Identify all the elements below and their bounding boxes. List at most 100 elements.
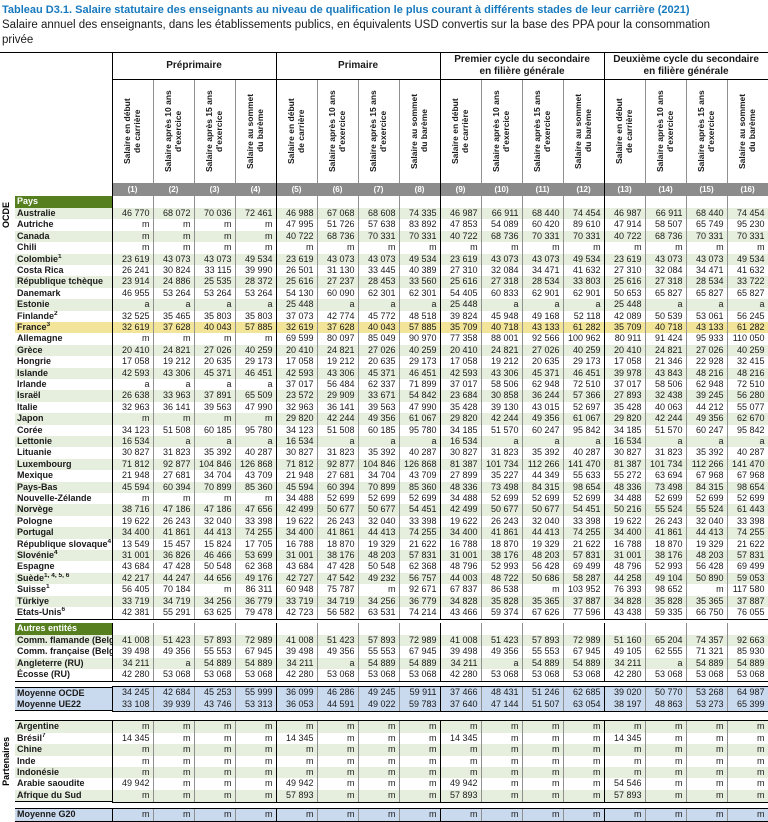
value-cell: 76 393 bbox=[603, 584, 646, 596]
column-header: Salaire au sommet du barème bbox=[573, 93, 594, 169]
value-cell: 49 104 bbox=[644, 572, 687, 585]
value-cell: 28 534 bbox=[521, 276, 564, 288]
column-number: (12) bbox=[562, 182, 605, 196]
value-cell: 21 622 bbox=[726, 538, 768, 551]
value-cell: 40 718 bbox=[644, 321, 687, 334]
value-cell: 126 868 bbox=[398, 458, 441, 471]
value-cell: 52 699 bbox=[726, 493, 768, 505]
value-cell: 54 889 bbox=[193, 657, 235, 670]
value-cell: 29 820 bbox=[275, 413, 318, 425]
value-cell: 92 566 bbox=[521, 333, 564, 345]
value-cell: m bbox=[398, 807, 440, 822]
value-cell: 30 827 bbox=[439, 447, 482, 459]
value-cell: m bbox=[398, 719, 440, 733]
value-cell: m bbox=[275, 767, 317, 779]
value-cell: 36 779 bbox=[398, 595, 441, 608]
value-cell: 32 438 bbox=[644, 390, 687, 402]
row-label: Lituanie bbox=[15, 447, 112, 459]
value-cell: 63 625 bbox=[193, 607, 235, 621]
value-cell: 42 727 bbox=[275, 572, 318, 585]
value-cell: m bbox=[562, 767, 604, 779]
row-label: Mexique bbox=[15, 470, 112, 482]
value-cell: m bbox=[521, 732, 563, 745]
value-cell: m bbox=[562, 732, 604, 745]
value-cell: 52 699 bbox=[316, 493, 359, 505]
value-cell: 49 022 bbox=[357, 699, 399, 712]
value-cell: 54 451 bbox=[398, 504, 441, 516]
value-cell: 95 230 bbox=[726, 219, 768, 231]
value-cell: 56 582 bbox=[316, 607, 359, 621]
value-cell: m bbox=[357, 755, 399, 768]
value-cell: 20 410 bbox=[275, 344, 318, 357]
value-cell: 71 812 bbox=[275, 458, 318, 471]
column-number-row: (1) (2) (3) (4) (5) (6) (7) (8) (9) (10) (11) (12)(… bbox=[0, 182, 768, 196]
value-cell: 71 812 bbox=[111, 458, 153, 471]
value-cell: 44 413 bbox=[357, 527, 400, 539]
value-cell: 79 478 bbox=[234, 607, 277, 621]
value-cell: 17 058 bbox=[111, 356, 153, 368]
table-row: Danemark 46 955 53 264 53 264 53 264 54 130 60… bbox=[0, 287, 768, 300]
value-cell: a bbox=[152, 657, 194, 670]
value-cell: m bbox=[644, 732, 686, 745]
value-cell: 20 635 bbox=[193, 356, 235, 368]
value-cell: m bbox=[234, 242, 277, 254]
value-cell: 65 827 bbox=[685, 287, 728, 300]
value-cell: m bbox=[234, 219, 277, 231]
value-cell: 44 349 bbox=[521, 470, 564, 482]
value-cell: 71 899 bbox=[398, 378, 441, 391]
column-group-label: Préprimaire bbox=[111, 52, 277, 80]
value-cell: 57 893 bbox=[275, 789, 317, 803]
value-cell: m bbox=[562, 789, 604, 803]
value-cell: m bbox=[275, 242, 318, 254]
value-cell: 15 457 bbox=[152, 538, 194, 551]
table-row: Hongrie 17 058 19 212 20 635 29 173 17 058 19 … bbox=[0, 356, 768, 368]
value-cell: m bbox=[726, 732, 768, 745]
value-cell: 54 889 bbox=[685, 657, 727, 670]
column-number: (16) bbox=[726, 182, 768, 196]
value-cell: 21 948 bbox=[275, 470, 318, 482]
value-cell: 24 821 bbox=[152, 344, 194, 357]
value-cell: m bbox=[152, 219, 194, 231]
value-cell: m bbox=[439, 719, 481, 733]
value-cell: 50 548 bbox=[357, 561, 400, 573]
value-cell: 27 310 bbox=[603, 264, 646, 277]
value-cell: 47 428 bbox=[152, 561, 194, 573]
value-cell: 48 336 bbox=[439, 481, 482, 494]
value-cell: m bbox=[480, 755, 522, 768]
value-cell: 16 534 bbox=[603, 436, 646, 448]
table-row: Brésil7 14 345 m m m 14 345 m m m 14 345 m m m 14 345… bbox=[0, 732, 768, 745]
value-cell: 69 499 bbox=[726, 561, 768, 573]
row-label: Comm. flamande (Belgique) bbox=[15, 635, 112, 647]
value-cell: 40 389 bbox=[398, 264, 441, 277]
value-cell: 34 828 bbox=[439, 595, 482, 608]
value-cell: 18 870 bbox=[316, 538, 359, 551]
value-cell: 50 677 bbox=[480, 504, 523, 516]
value-cell: 42 244 bbox=[316, 413, 359, 425]
value-cell: 141 470 bbox=[726, 458, 768, 471]
value-cell: 60 185 bbox=[193, 424, 235, 436]
value-cell: 95 933 bbox=[685, 333, 728, 345]
value-cell: 31 823 bbox=[480, 447, 523, 459]
value-cell: m bbox=[562, 755, 604, 768]
table-row: Chine m m m m m m m m m m m m m m m m bbox=[0, 744, 768, 756]
value-cell: m bbox=[193, 413, 235, 425]
value-cell: 62 555 bbox=[644, 646, 686, 658]
row-label: Luxembourg bbox=[15, 458, 112, 471]
value-cell: 29 173 bbox=[398, 356, 441, 368]
value-cell: m bbox=[111, 493, 153, 505]
value-cell: 62 948 bbox=[521, 378, 564, 391]
value-cell: 47 542 bbox=[316, 572, 359, 585]
value-cell: m bbox=[152, 242, 194, 254]
value-cell: m bbox=[480, 789, 522, 803]
value-cell: m bbox=[644, 744, 686, 756]
value-cell: 55 291 bbox=[152, 607, 194, 621]
value-cell: m bbox=[685, 584, 728, 596]
value-cell: 39 990 bbox=[234, 264, 277, 277]
value-cell: 86 311 bbox=[234, 584, 277, 596]
value-cell: 42 593 bbox=[111, 367, 153, 379]
value-cell: 23 914 bbox=[111, 276, 153, 288]
value-cell: 53 264 bbox=[152, 287, 194, 300]
value-cell: 35 227 bbox=[480, 470, 523, 482]
value-cell: 40 718 bbox=[480, 321, 523, 334]
column-header: Salaire après 10 ans d'exercice bbox=[163, 90, 184, 172]
